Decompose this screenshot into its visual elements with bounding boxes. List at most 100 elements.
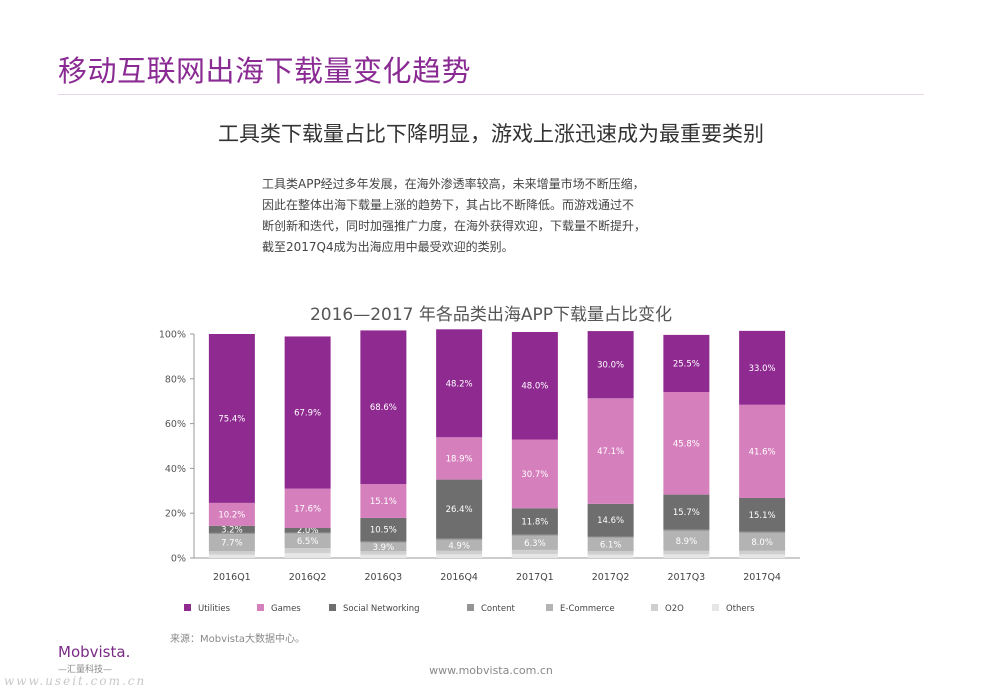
bar-segment-utilities: [739, 330, 786, 405]
data-label: 3.2%: [221, 525, 243, 535]
data-label: 17.6%: [294, 504, 321, 514]
legend-swatch: [712, 604, 719, 611]
bar-segment-games: [663, 392, 710, 495]
data-label: 10.5%: [370, 526, 397, 536]
bar-segment-e-commerce: [587, 537, 634, 552]
bar-segment-others: [284, 553, 331, 558]
bar-segment-social-networking: [587, 503, 634, 537]
bar-segment-e-commerce: [284, 533, 331, 549]
bar-segment-o2o: [511, 549, 558, 554]
bar-segment-content: [739, 531, 786, 533]
bar-segment-utilities: [284, 336, 331, 489]
y-tick-label: 40%: [165, 464, 186, 475]
bar-segment-e-commerce: [360, 542, 407, 552]
data-label: 67.9%: [294, 409, 321, 419]
y-tick-label: 100%: [159, 330, 186, 341]
x-tick-label: 2016Q1: [213, 572, 251, 583]
legend-swatch: [184, 604, 191, 611]
data-label: 15.1%: [749, 511, 776, 521]
bar-segment-social-networking: [663, 494, 710, 530]
description-line: 断创新和迭代，同时加强推广力度，在海外获得欢迎，下载量不断提升，: [262, 219, 647, 233]
bar-segment-e-commerce: [208, 534, 255, 552]
data-label: 30.0%: [597, 361, 624, 371]
y-tick-label: 0%: [171, 554, 186, 565]
y-tick-label: 60%: [165, 419, 186, 430]
bar-segment-o2o: [360, 551, 407, 555]
data-label: 45.8%: [673, 439, 700, 449]
bar-segment-content: [284, 532, 331, 534]
page-subtitle: 工具类下载量占比下降明显，游戏上涨迅速成为最重要类别: [218, 122, 764, 146]
bar-segment-others: [511, 553, 558, 558]
legend-label: Social Networking: [343, 604, 420, 614]
legend-swatch: [257, 604, 264, 611]
bar-segment-e-commerce: [511, 535, 558, 550]
legend-label: Utilities: [198, 604, 231, 614]
bar-segment-games: [436, 437, 483, 480]
bar-segment-others: [436, 554, 483, 558]
bar-segment-social-networking: [208, 525, 255, 533]
x-tick-label: 2016Q2: [289, 572, 327, 583]
bar-segment-utilities: [587, 331, 634, 399]
data-label: 41.6%: [749, 447, 776, 457]
bar-segment-games: [360, 484, 407, 518]
bar-segment-games: [739, 404, 786, 498]
bar-segment-o2o: [663, 550, 710, 555]
legend-label: Content: [481, 604, 515, 614]
bar-segment-others: [360, 554, 407, 558]
data-label: 30.7%: [521, 470, 548, 480]
data-label: 8.0%: [751, 538, 773, 548]
bar-segment-utilities: [436, 329, 483, 438]
bar-segment-utilities: [511, 331, 558, 440]
data-label: 2.0%: [297, 526, 319, 536]
source-note: 来源：Mobvista大数据中心。: [170, 634, 306, 645]
bar-segment-o2o: [436, 550, 483, 555]
legend-swatch: [546, 604, 553, 611]
watermark: www.useit.com.cn: [4, 674, 147, 688]
data-label: 47.1%: [597, 447, 624, 457]
data-label: 75.4%: [218, 414, 245, 424]
y-tick-label: 80%: [165, 374, 186, 385]
legend-label: O2O: [665, 604, 684, 614]
mobvista-logo: Mobvista.: [58, 643, 131, 661]
bar-segment-e-commerce: [739, 532, 786, 551]
bar-segment-utilities: [360, 330, 407, 485]
data-label: 11.8%: [521, 517, 548, 527]
bar-segment-content: [663, 529, 710, 531]
bar-segment-social-networking: [436, 479, 483, 539]
x-tick-label: 2017Q1: [516, 572, 554, 583]
bar-segment-o2o: [208, 551, 255, 555]
bar-segment-content: [360, 541, 407, 543]
data-label: 14.6%: [597, 516, 624, 526]
bar-segment-e-commerce: [436, 539, 483, 551]
title-divider: [58, 94, 924, 95]
data-label: 18.9%: [446, 454, 473, 464]
data-label: 33.0%: [749, 364, 776, 374]
legend-swatch: [467, 604, 474, 611]
bar-segment-o2o: [284, 548, 331, 554]
x-tick-label: 2016Q3: [365, 572, 403, 583]
data-label: 48.2%: [446, 379, 473, 389]
x-tick-label: 2017Q4: [743, 572, 781, 583]
data-label: 6.5%: [297, 537, 319, 547]
bar-segment-others: [663, 554, 710, 558]
data-label: 4.9%: [448, 541, 470, 551]
data-label: 6.3%: [524, 539, 546, 549]
bar-segment-others: [739, 554, 786, 558]
chart-title: 2016—2017 年各品类出海APP下载量占比变化: [309, 305, 673, 325]
y-tick-label: 20%: [165, 509, 186, 520]
data-label: 26.4%: [446, 505, 473, 515]
data-label: 8.9%: [676, 537, 698, 547]
bar-segment-o2o: [739, 550, 786, 555]
description-line: 截至2017Q4成为出海应用中最受欢迎的类别。: [262, 240, 514, 254]
bar-segment-others: [587, 554, 634, 558]
bar-segment-content: [587, 536, 634, 538]
data-label: 10.2%: [218, 510, 245, 520]
data-label: 68.6%: [370, 403, 397, 413]
data-label: 48.0%: [521, 382, 548, 392]
bar-segment-others: [208, 554, 255, 558]
bar-segment-content: [208, 532, 255, 535]
data-label: 6.1%: [600, 540, 622, 550]
data-label: 3.9%: [373, 543, 395, 553]
bar-segment-utilities: [208, 334, 255, 503]
